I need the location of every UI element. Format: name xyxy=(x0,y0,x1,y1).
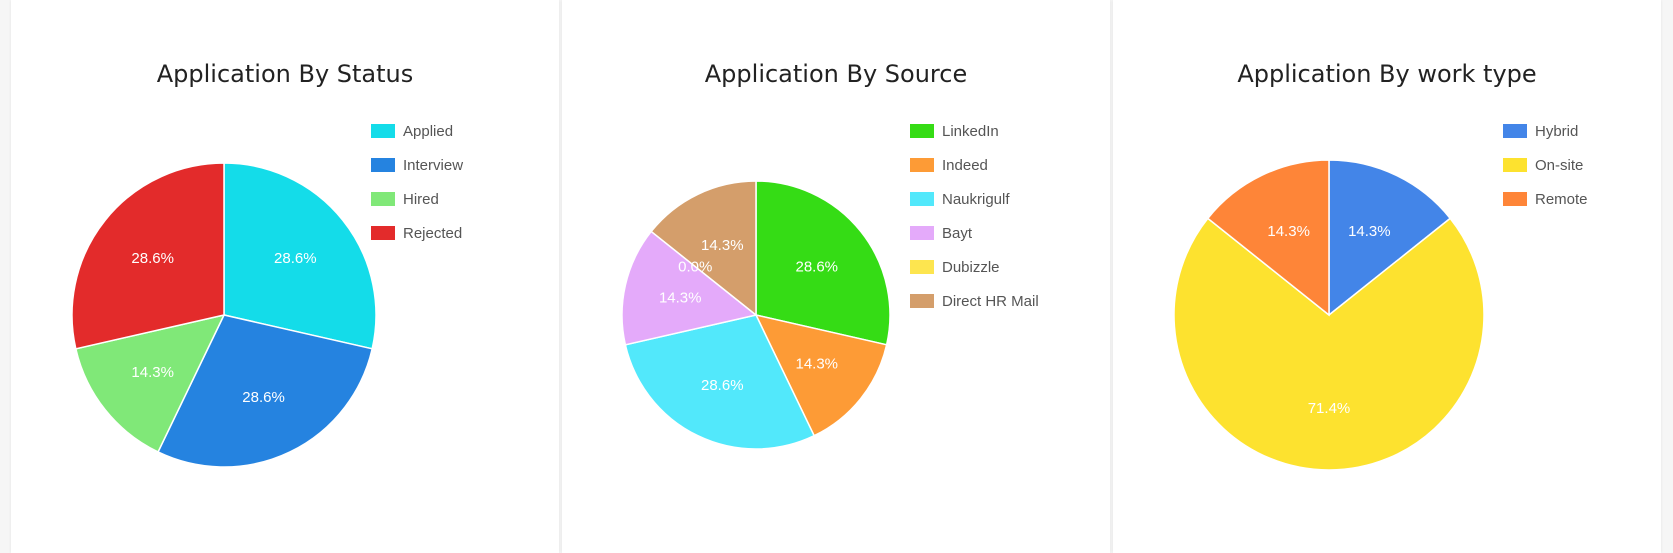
slice-label-on-site: 71.4% xyxy=(1308,400,1351,417)
pie-slice-bayt[interactable] xyxy=(621,230,758,346)
pie-slice-linkedin[interactable] xyxy=(755,180,891,346)
slice-label-dubizzle: 0.0% xyxy=(678,259,712,276)
legend-item-hybrid[interactable]: Hybrid xyxy=(1503,114,1588,148)
slice-label-linkedin: 28.6% xyxy=(795,259,838,276)
legend-item-naukrigulf[interactable]: Naukrigulf xyxy=(910,182,1039,216)
legend-label: Direct HR Mail xyxy=(942,292,1039,310)
legend-item-hired[interactable]: Hired xyxy=(371,182,463,216)
legend-label: Applied xyxy=(403,122,454,140)
pie-slice-rejected[interactable] xyxy=(71,162,225,350)
legend-label: Remote xyxy=(1535,190,1588,208)
slice-label-applied: 28.6% xyxy=(274,250,317,267)
legend-item-remote[interactable]: Remote xyxy=(1503,182,1588,216)
pie-slice-naukrigulf[interactable] xyxy=(624,314,816,450)
legend-swatch xyxy=(910,294,934,308)
legend-label: On-site xyxy=(1535,156,1584,174)
legend-swatch xyxy=(371,158,395,172)
slice-label-bayt: 14.3% xyxy=(659,290,702,307)
source-legend: LinkedIn Indeed Naukrigulf Bayt Dubizzle Dire… xyxy=(910,114,1039,318)
worktype-chart-title: Application By work type xyxy=(1237,60,1537,88)
legend-label: Indeed xyxy=(942,156,988,174)
slice-label-rejected: 28.6% xyxy=(131,250,174,267)
legend-label: Bayt xyxy=(942,224,973,242)
slice-label-hybrid: 14.3% xyxy=(1348,223,1391,240)
slice-label-interview: 28.6% xyxy=(242,389,285,406)
legend-item-on-site[interactable]: On-site xyxy=(1503,148,1588,182)
legend-label: Rejected xyxy=(403,224,463,242)
legend-label: LinkedIn xyxy=(942,122,999,140)
pie-slice-indeed[interactable] xyxy=(754,313,888,437)
status-legend: Applied Interview Hired Rejected xyxy=(371,114,463,250)
legend-item-rejected[interactable]: Rejected xyxy=(371,216,463,250)
legend-item-direct-hr-mail[interactable]: Direct HR Mail xyxy=(910,284,1039,318)
legend-swatch xyxy=(910,192,934,206)
legend-swatch xyxy=(1503,124,1527,138)
status-chart-title: Application By Status xyxy=(156,60,414,88)
slice-label-remote: 14.3% xyxy=(1267,223,1310,240)
pie-slice-remote[interactable] xyxy=(1206,159,1330,317)
pie-slice-hired[interactable] xyxy=(74,313,226,453)
legend-label: Naukrigulf xyxy=(942,190,1010,208)
status-chart-card: Application By Status 28.6% 28.6% 14.3% 28.… xyxy=(11,0,559,553)
source-chart-title: Application By Source xyxy=(704,60,968,88)
legend-label: Hired xyxy=(403,190,439,208)
legend-item-interview[interactable]: Interview xyxy=(371,148,463,182)
source-chart-card: Application By Source 28.6% 14.3% 28.6% 14.… xyxy=(562,0,1110,553)
pie-slice-direct-hr-mail[interactable] xyxy=(650,180,757,317)
legend-swatch xyxy=(1503,158,1527,172)
pie-slice-on-site[interactable] xyxy=(1173,217,1485,471)
legend-label: Hybrid xyxy=(1535,122,1579,140)
worktype-chart-card: Application By work type 14.3% 71.4% 14.3%… xyxy=(1113,0,1661,553)
worktype-legend: Hybrid On-site Remote xyxy=(1503,114,1588,216)
pie-slice-hybrid[interactable] xyxy=(1328,159,1452,317)
legend-label: Interview xyxy=(403,156,464,174)
legend-swatch xyxy=(910,158,934,172)
legend-item-bayt[interactable]: Bayt xyxy=(910,216,1039,250)
slice-label-direct-hr-mail: 14.3% xyxy=(701,237,744,254)
slice-label-indeed: 14.3% xyxy=(795,355,838,372)
legend-swatch xyxy=(910,260,934,274)
pie-slice-applied[interactable] xyxy=(223,162,377,350)
legend-swatch xyxy=(371,124,395,138)
legend-swatch xyxy=(371,192,395,206)
legend-swatch xyxy=(910,226,934,240)
worktype-pie-chart: 14.3% 71.4% 14.3% xyxy=(1173,159,1485,471)
slice-label-naukrigulf: 28.6% xyxy=(701,377,744,394)
status-pie-chart: 28.6% 28.6% 14.3% 28.6% xyxy=(71,162,377,468)
legend-item-dubizzle[interactable]: Dubizzle xyxy=(910,250,1039,284)
legend-swatch xyxy=(910,124,934,138)
legend-swatch xyxy=(1503,192,1527,206)
legend-swatch xyxy=(371,226,395,240)
slice-label-hired: 14.3% xyxy=(131,364,174,381)
legend-item-indeed[interactable]: Indeed xyxy=(910,148,1039,182)
pie-slice-interview[interactable] xyxy=(157,314,374,468)
legend-label: Dubizzle xyxy=(942,258,1000,276)
source-pie-chart: 28.6% 14.3% 28.6% 14.3% 0.0% 14.3% xyxy=(621,180,891,450)
legend-item-linkedin[interactable]: LinkedIn xyxy=(910,114,1039,148)
legend-item-applied[interactable]: Applied xyxy=(371,114,463,148)
